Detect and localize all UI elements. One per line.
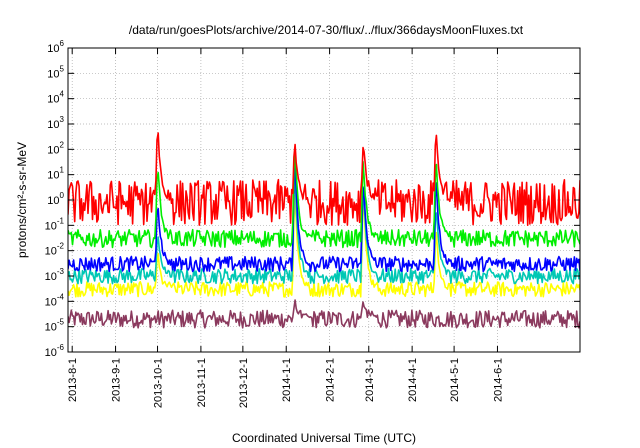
x-axis-label: Coordinated Universal Time (UTC) bbox=[232, 431, 416, 445]
series-line-0 bbox=[68, 299, 580, 329]
y-tick-label: 100 bbox=[47, 191, 64, 207]
x-tick-label: 2013-9-1 bbox=[111, 358, 123, 402]
x-tick-label: 2014-1-1 bbox=[281, 358, 293, 402]
y-tick-label: 105 bbox=[47, 64, 64, 80]
x-tick-label: 2013-10-1 bbox=[153, 358, 165, 408]
chart-title: /data/run/goesPlots/archive/2014-07-30/f… bbox=[129, 23, 524, 37]
series-line-4 bbox=[68, 148, 580, 249]
x-tick-label: 2014-2-1 bbox=[325, 358, 337, 402]
x-tick-label: 2014-3-1 bbox=[364, 358, 376, 402]
y-axis-label: protons/cm²-s-sr-MeV bbox=[15, 142, 29, 258]
y-tick-label: 10-5 bbox=[45, 318, 65, 334]
x-tick-label: 2013-11-1 bbox=[196, 358, 208, 407]
y-tick-label: 106 bbox=[47, 39, 64, 55]
x-tick-label: 2013-8-1 bbox=[67, 358, 79, 402]
x-tick-label: 2013-12-1 bbox=[238, 358, 250, 408]
y-tick-label: 101 bbox=[47, 166, 64, 182]
x-tick-label: 2014-5-1 bbox=[449, 358, 461, 402]
y-tick-label: 10-2 bbox=[45, 242, 65, 258]
y-tick-label: 10-1 bbox=[45, 216, 65, 232]
x-tick-label: 2014-6-1 bbox=[492, 358, 504, 402]
series-line-1 bbox=[68, 194, 580, 298]
x-tick-label: 2014-4-1 bbox=[407, 358, 419, 402]
y-tick-label: 102 bbox=[47, 140, 64, 156]
y-tick-label: 10-4 bbox=[45, 292, 65, 308]
y-tick-label: 10-6 bbox=[45, 343, 65, 359]
y-tick-label: 104 bbox=[47, 90, 64, 106]
series-line-2 bbox=[68, 173, 580, 285]
series-line-3 bbox=[68, 162, 580, 273]
series-layer bbox=[68, 132, 580, 329]
y-tick-label: 103 bbox=[47, 115, 64, 131]
y-axis-ticks: 10-6 10-5 10-4 10-3 10-2 10-1 100 101 102 103 104 1… bbox=[45, 39, 580, 359]
series-line-5 bbox=[68, 132, 580, 226]
x-axis-ticks: 2013-8-1 2013-9-1 2013-10-1 2013-11-1 2013-1… bbox=[67, 48, 504, 408]
y-tick-label: 10-3 bbox=[45, 267, 65, 283]
